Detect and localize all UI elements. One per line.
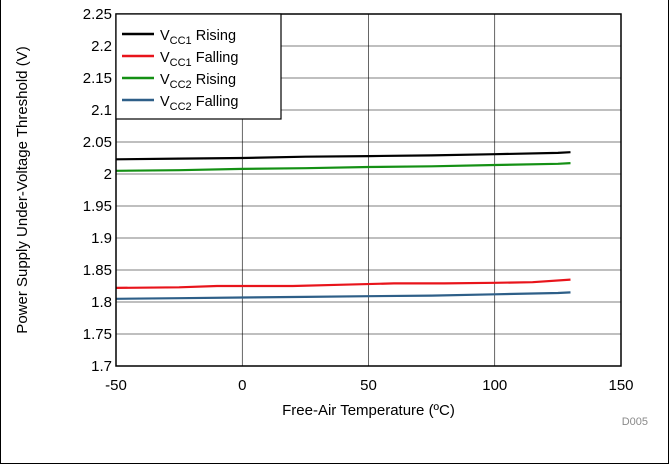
y-tick-label-0: 1.7 xyxy=(91,358,112,375)
legend-box xyxy=(115,13,282,120)
y-axis-title: Power Supply Under-Voltage Threshold (V) xyxy=(14,46,31,333)
series-group xyxy=(115,151,571,300)
y-tick-label-8: 2.1 xyxy=(91,102,112,119)
series-line-0 xyxy=(115,151,571,161)
legend: VCC1 Rising VCC1 Falling VCC2 Rising VCC2 F… xyxy=(115,13,282,120)
legend-label-0: VCC1 Rising xyxy=(160,28,236,47)
x-tick-label-1: 0 xyxy=(238,377,246,394)
legend-label-1: VCC1 Falling xyxy=(160,50,238,69)
y-tick-label-10: 2.2 xyxy=(91,38,112,55)
y-tick-label-11: 2.25 xyxy=(83,6,112,23)
x-tick-labels: -50 0 50 100 150 xyxy=(105,377,633,394)
legend-label-3: VCC2 Falling xyxy=(160,94,238,113)
x-axis-title: Free-Air Temperature (ºC) xyxy=(282,402,455,419)
y-tick-label-3: 1.85 xyxy=(83,262,112,279)
x-tick-label-2: 50 xyxy=(360,377,377,394)
y-tick-label-1: 1.75 xyxy=(83,326,112,343)
plot-border xyxy=(115,13,622,367)
x-tick-label-4: 150 xyxy=(608,377,633,394)
series-line-1 xyxy=(115,278,571,289)
y-tick-label-9: 2.15 xyxy=(83,70,112,87)
y-tick-labels: 1.7 1.75 1.8 1.85 1.9 1.95 2 2.05 2.1 2.15 2.2 2.25 xyxy=(83,6,112,375)
y-tick-label-7: 2.05 xyxy=(83,134,112,151)
figure-code: D005 xyxy=(622,416,648,428)
series-line-2 xyxy=(115,162,571,172)
y-tick-label-5: 1.95 xyxy=(83,198,112,215)
x-tick-label-3: 100 xyxy=(482,377,507,394)
legend-label-2: VCC2 Rising xyxy=(160,72,236,91)
y-tick-label-6: 2 xyxy=(104,166,112,183)
y-tick-label-4: 1.9 xyxy=(91,230,112,247)
y-tick-label-2: 1.8 xyxy=(91,294,112,311)
x-tick-label-0: -50 xyxy=(105,377,127,394)
series-line-3 xyxy=(115,291,571,300)
